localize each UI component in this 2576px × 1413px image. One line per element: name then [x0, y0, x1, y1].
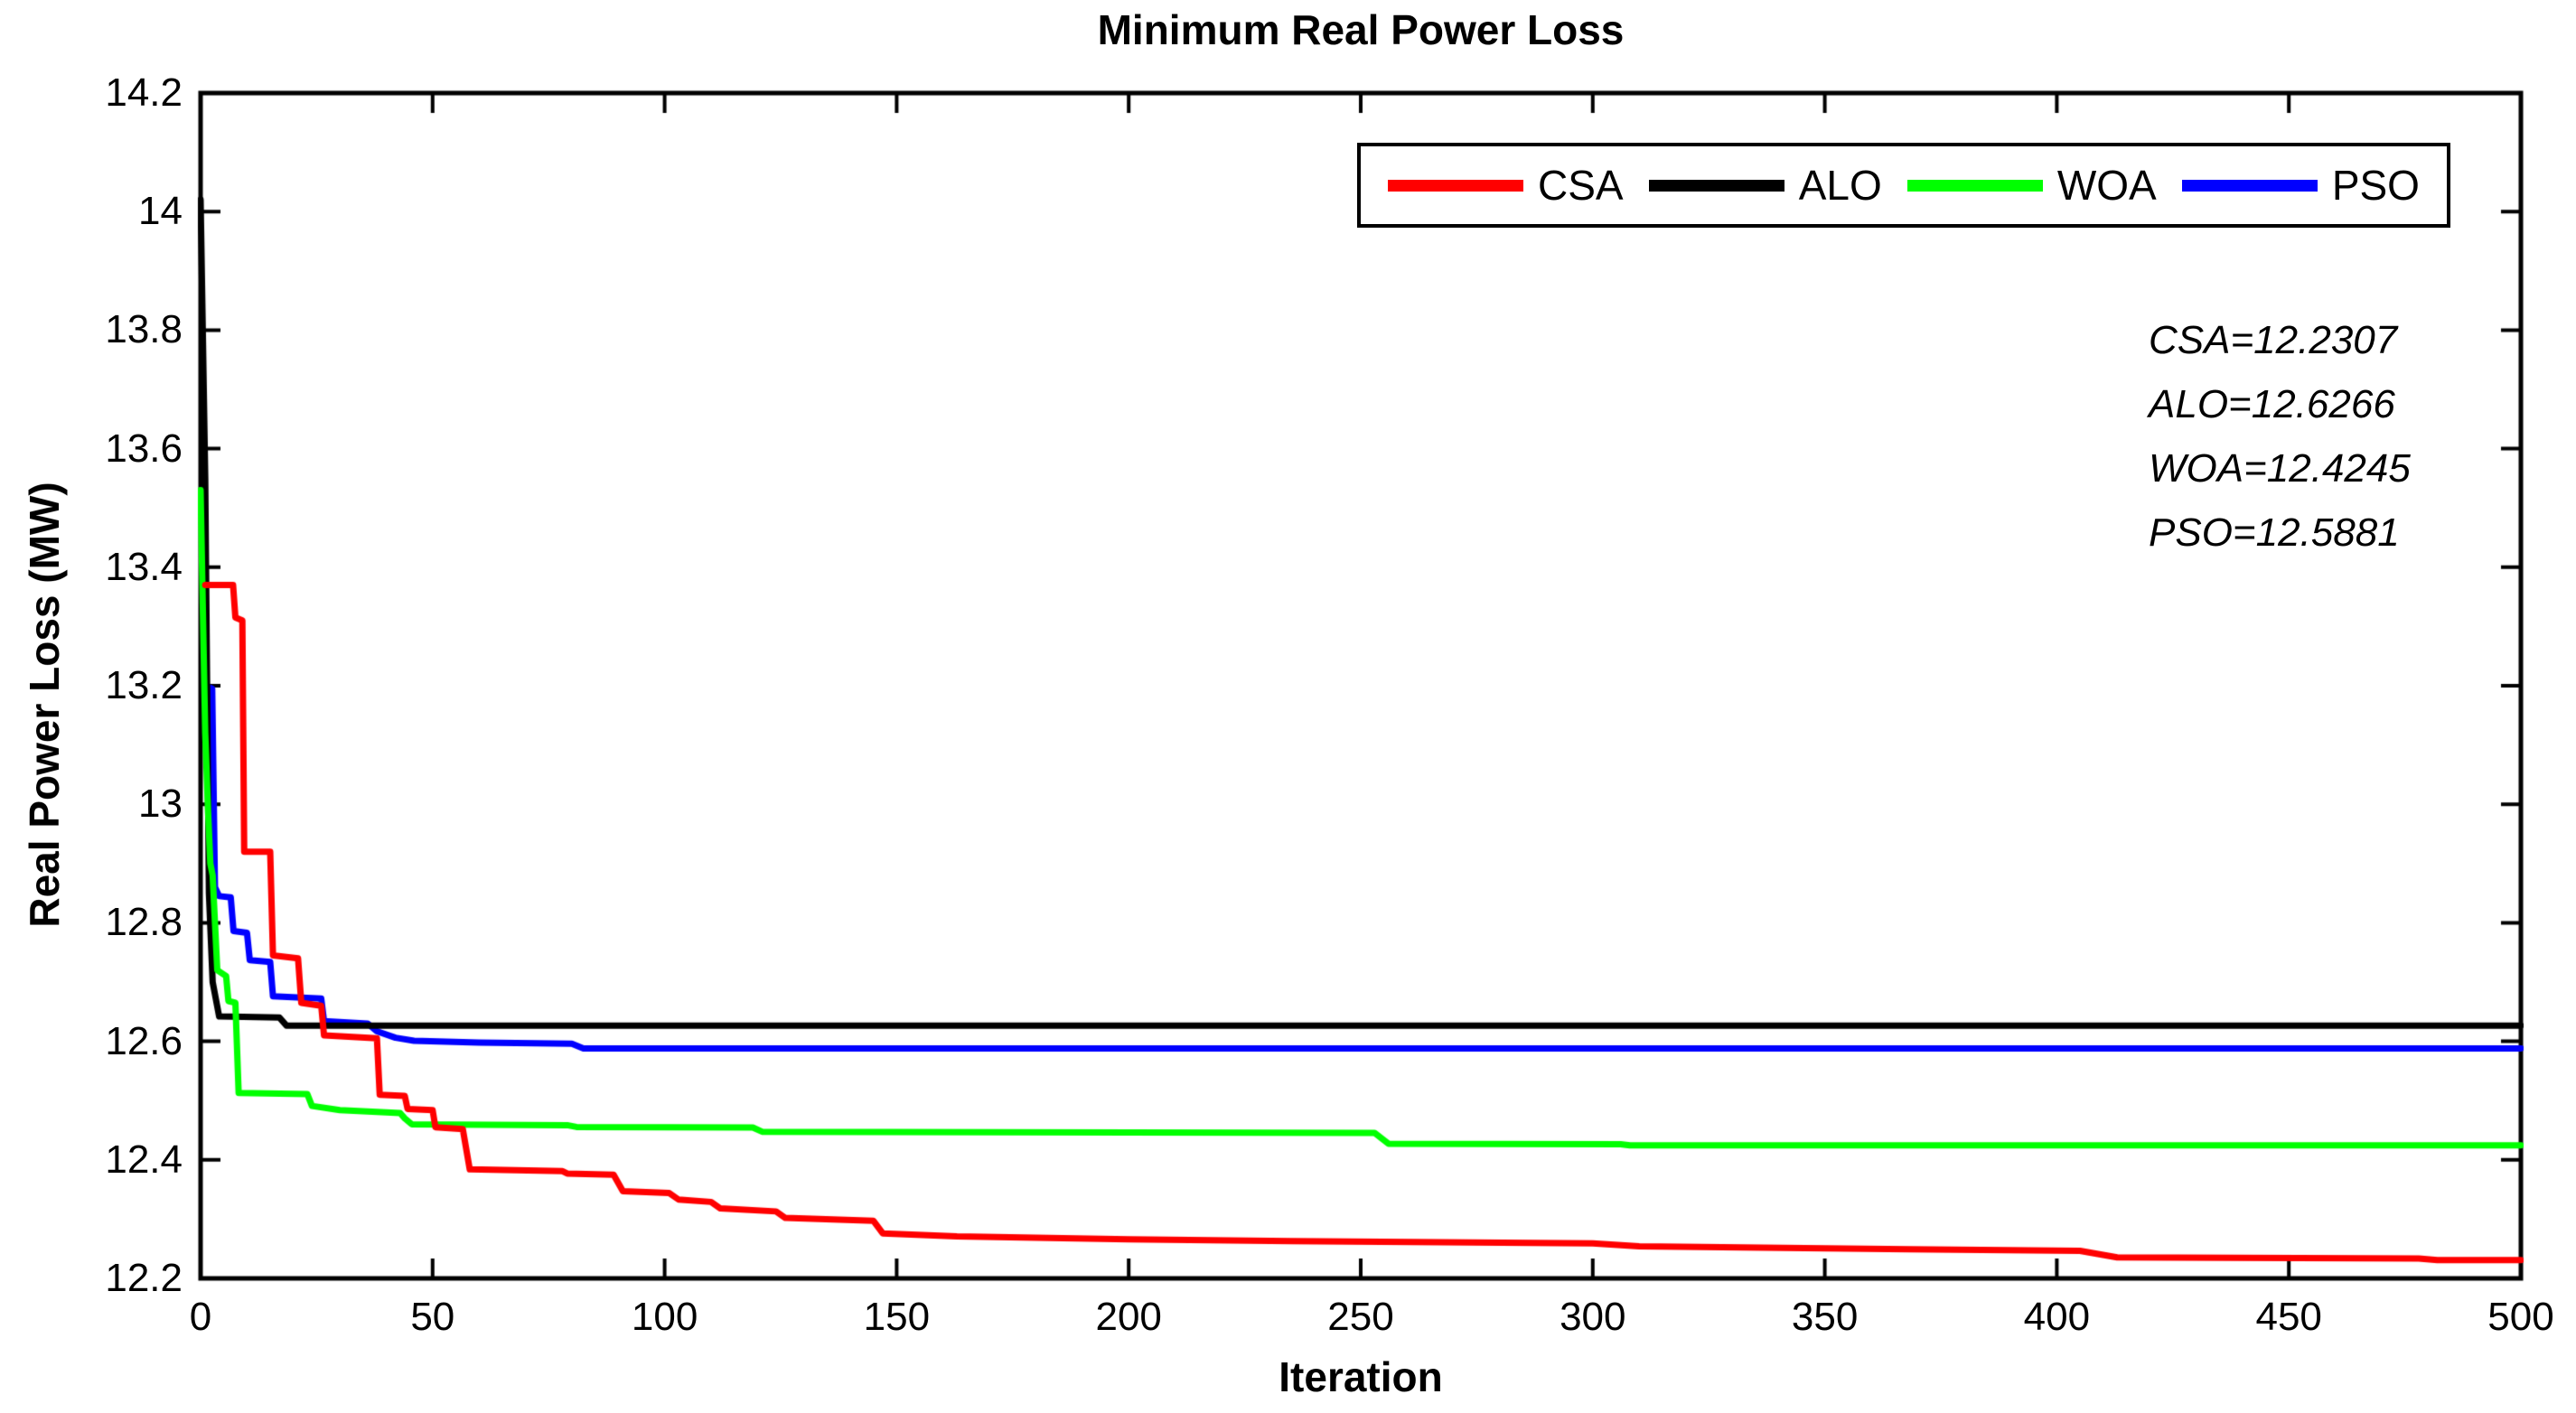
annotation-line-csa: CSA=12.2307	[2149, 318, 2398, 362]
legend-item-woa: WOA	[1906, 161, 2157, 210]
legend-label: CSA	[1538, 162, 1624, 209]
x-tick-label: 400	[2023, 1295, 2091, 1339]
annotation-line-pso: PSO=12.5881	[2149, 510, 2400, 555]
x-tick-label: 350	[1791, 1295, 1859, 1339]
legend-label: ALO	[1798, 162, 1882, 209]
legend-label: WOA	[2056, 162, 2157, 209]
y-tick-label: 13.6	[105, 426, 183, 471]
x-tick-label: 200	[1095, 1295, 1162, 1339]
legend-line-swatch-csa	[1388, 179, 1523, 192]
legend-line-swatch-woa	[1906, 179, 2043, 192]
legend-item-csa: CSA	[1388, 161, 1624, 210]
y-tick-label: 13.4	[105, 544, 183, 589]
y-tick-label: 12.6	[105, 1018, 183, 1063]
y-tick-label: 13.2	[105, 663, 183, 707]
legend-item-alo: ALO	[1648, 161, 1882, 210]
y-tick-label: 14	[138, 189, 183, 234]
y-tick-label: 12.8	[105, 900, 183, 945]
x-tick-label: 50	[410, 1295, 455, 1339]
x-tick-label: 150	[863, 1295, 931, 1339]
y-tick-label: 12.2	[105, 1256, 183, 1300]
x-tick-label: 0	[189, 1295, 212, 1339]
legend-label: PSO	[2331, 162, 2420, 209]
chart-title: Minimum Real Power Loss	[1097, 6, 1625, 53]
annotation-line-alo: ALO=12.6266	[2149, 382, 2395, 426]
x-axis-label: Iteration	[1279, 1353, 1443, 1400]
legend-item-pso: PSO	[2181, 161, 2420, 210]
annotation-line-woa: WOA=12.4245	[2149, 446, 2411, 491]
legend-line-swatch-pso	[2181, 179, 2318, 192]
x-tick-label: 250	[1327, 1295, 1394, 1339]
y-tick-label: 14.2	[105, 70, 183, 115]
x-tick-label: 500	[2487, 1295, 2554, 1339]
x-tick-label: 450	[2255, 1295, 2322, 1339]
legend-box: CSA ALO WOA PSO	[1357, 143, 2450, 228]
x-tick-label: 300	[1560, 1295, 1626, 1339]
y-tick-label: 13	[138, 781, 183, 827]
legend-line-swatch-alo	[1648, 179, 1784, 192]
y-tick-label: 13.8	[105, 307, 183, 352]
y-tick-label: 12.4	[105, 1137, 183, 1182]
result-annotation: CSA=12.2307 ALO=12.6266 WOA=12.4245 PSO=…	[2149, 318, 2411, 575]
x-tick-label: 100	[631, 1295, 698, 1339]
